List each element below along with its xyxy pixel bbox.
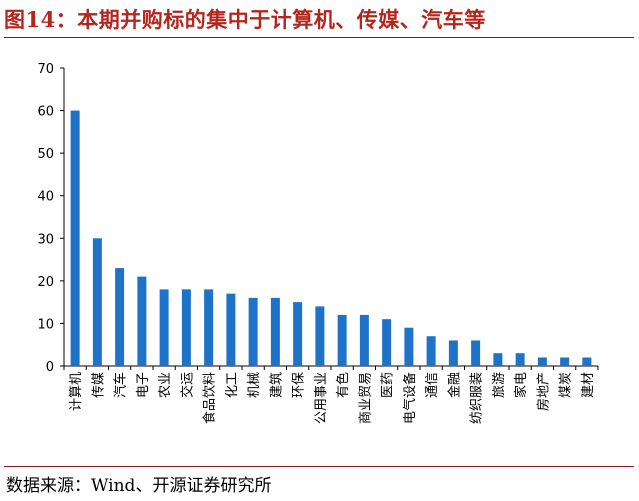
bar [70, 110, 80, 366]
category-label: 汽车 [113, 372, 129, 398]
category-label: 通信 [425, 372, 440, 398]
category-label: 环保 [292, 372, 307, 398]
bar [359, 314, 369, 366]
bar [404, 327, 414, 366]
bar [137, 276, 147, 366]
source-divider [4, 466, 634, 467]
category-label: 纺织服装 [470, 372, 485, 424]
category-label: 电子 [136, 372, 151, 398]
bar [537, 357, 547, 366]
bar [115, 268, 125, 366]
bar [204, 289, 214, 366]
category-label: 煤炭 [559, 372, 574, 398]
y-tick-label: 20 [37, 275, 54, 290]
bar [270, 297, 280, 366]
category-label: 商业贸易 [358, 372, 373, 424]
category-label: 传媒 [91, 372, 106, 398]
category-label: 电气设备 [402, 372, 418, 424]
figure-title: 图14：本期并购标的集中于计算机、传媒、汽车等 [4, 7, 486, 32]
y-tick-label: 10 [37, 317, 54, 332]
y-tick-label: 40 [37, 190, 54, 205]
bar [315, 306, 325, 366]
bar [248, 297, 258, 366]
y-tick-label: 70 [37, 62, 54, 77]
category-label: 交运 [179, 372, 195, 398]
bar [582, 357, 592, 366]
data-source: 数据来源：Wind、开源证券研究所 [6, 476, 272, 496]
category-label: 食品饮料 [202, 372, 218, 424]
y-tick-label: 30 [37, 232, 54, 247]
category-label: 有色 [335, 372, 351, 398]
bar [493, 353, 503, 366]
category-label: 建筑 [268, 372, 284, 398]
bar [426, 336, 436, 366]
category-label: 家电 [513, 372, 529, 398]
title-divider [4, 37, 634, 38]
bar [181, 289, 191, 366]
y-tick-label: 60 [37, 105, 54, 120]
category-label: 旅游 [492, 372, 507, 398]
category-label: 房地产 [535, 372, 551, 411]
chart-axes [60, 67, 599, 370]
bar [293, 302, 303, 366]
category-label: 医药 [381, 372, 396, 398]
category-label: 计算机 [69, 372, 84, 411]
bar [471, 340, 481, 366]
y-tick-label: 50 [37, 147, 54, 162]
category-label: 机械 [247, 372, 262, 398]
bar [337, 314, 347, 366]
category-label: 农业 [158, 372, 173, 398]
y-tick-label: 0 [46, 360, 54, 375]
category-label: 化工 [225, 372, 240, 398]
category-label: 建材 [581, 372, 596, 398]
bar [159, 289, 169, 366]
bar [382, 319, 392, 366]
bar [226, 293, 236, 366]
bar [515, 353, 525, 366]
bar [92, 238, 102, 366]
bar [448, 340, 458, 366]
category-label: 公用事业 [314, 372, 329, 424]
chart-bars [70, 110, 592, 366]
bar [560, 357, 570, 366]
chart-labels: 0 10 20 30 40 50 60 70 计算机 传媒 汽车 电子 农业 交运 食品饮料 化工 机械 建筑 环保… [37, 62, 595, 424]
category-label: 金融 [446, 372, 462, 398]
